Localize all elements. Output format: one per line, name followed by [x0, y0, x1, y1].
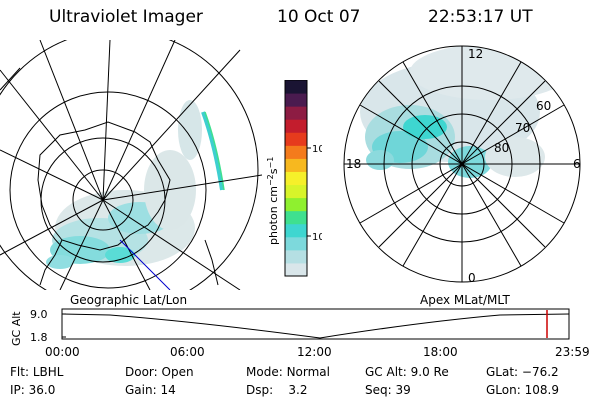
status-mode: Mode: Normal: [246, 365, 330, 379]
status-seq: Seq: 39: [365, 383, 411, 397]
mlt-label-0: 0: [468, 271, 476, 285]
timeline-xtick-2359: 23:59: [555, 345, 590, 359]
colorbar-step: [285, 210, 307, 225]
colorbar-step: [285, 93, 307, 107]
timeline-xtick-1800: 18:00: [423, 345, 458, 359]
timeline-xtick-1200: 12:00: [297, 345, 332, 359]
colorbar-step: [285, 249, 307, 264]
colorbar-step: [285, 184, 307, 199]
colorbar-step: [285, 197, 307, 212]
timeline-xtick-0000: 00:00: [45, 345, 80, 359]
timeline-xtick-0600: 06:00: [170, 345, 205, 359]
status-glon: GLon: 108.9: [486, 383, 559, 397]
colorbar-gradient: [285, 80, 307, 277]
altitude-curve: [61, 313, 570, 339]
colorbar-step: [285, 119, 307, 133]
date-label: 10 Oct 07: [277, 7, 361, 27]
terminator-line: [119, 239, 171, 290]
status-gain: Gain: 14: [125, 383, 176, 397]
status-filter: Flt: LBHL: [10, 365, 64, 379]
time-label: 22:53:17 UT: [428, 7, 533, 27]
mlat-label-80: 80: [494, 141, 509, 155]
colorbar-step: [285, 80, 307, 94]
timeline-ytick-high: 9.0: [30, 308, 48, 321]
colorbar-step: [285, 158, 307, 172]
polar-aurora-cloud: [360, 46, 570, 178]
apex-polar-plot: 12 18 6 0 60 70 80: [343, 45, 581, 285]
geographic-map: [0, 40, 262, 290]
geo-panel-label: Geographic Lat/Lon: [70, 293, 188, 307]
status-dsp: Dsp: 3.2: [246, 383, 308, 397]
mlt-label-18: 18: [346, 157, 361, 171]
geo-aurora-limb: [201, 111, 224, 191]
mlt-label-6: 6: [573, 157, 581, 171]
mlat-label-60: 60: [536, 99, 551, 113]
colorbar-step: [285, 106, 307, 120]
colorbar-step: [285, 145, 307, 159]
timeline-axis-label: GC Alt: [10, 311, 23, 346]
mlt-label-12: 12: [468, 47, 483, 61]
colorbar-step: [285, 223, 307, 238]
colorbar-unit-label: photon cm−2s−1: [266, 157, 280, 245]
status-door: Door: Open: [125, 365, 194, 379]
altitude-timeline: GC Alt 9.0 1.8 00:00 06:00 12:00 18:00 2…: [10, 308, 590, 359]
timeline-ytick-low: 1.8: [30, 331, 48, 344]
colorbar-tick-10: 10: [312, 232, 322, 243]
mlat-label-70: 70: [515, 121, 530, 135]
status-glat: GLat: −76.2: [486, 365, 559, 379]
antarctica-coastline: [37, 121, 171, 251]
instrument-title: Ultraviolet Imager: [49, 7, 203, 27]
mag-panel-label: Apex MLat/MLT: [420, 293, 510, 307]
colorbar-tick-100: 100: [312, 144, 322, 155]
colorbar-step: [285, 132, 307, 146]
status-gc-alt: GC Alt: 9.0 Re: [365, 365, 449, 379]
colorbar-step: [285, 262, 307, 277]
colorbar-step: [285, 236, 307, 251]
colorbar-step: [285, 171, 307, 186]
colorbar: 100 10 photon cm−2s−1: [266, 80, 322, 277]
status-ip: IP: 36.0: [10, 383, 56, 397]
